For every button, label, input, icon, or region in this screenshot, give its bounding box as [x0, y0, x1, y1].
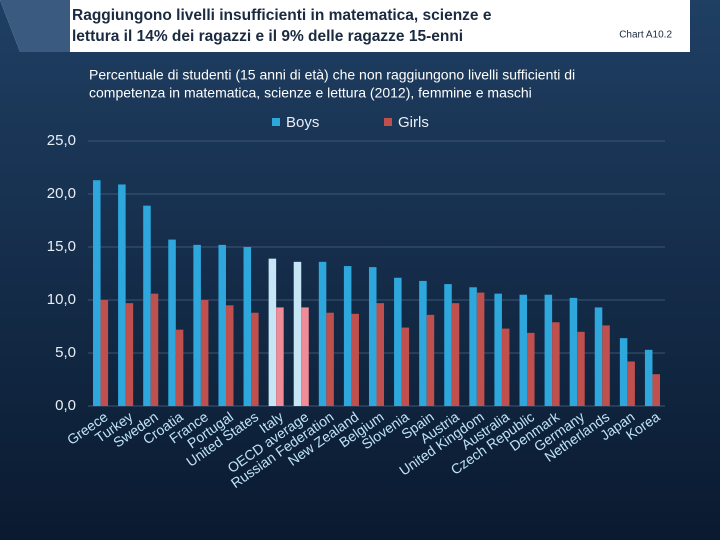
- y-tick-label: 20,0: [47, 185, 76, 202]
- bar: [175, 329, 184, 406]
- legend-label: Boys: [286, 114, 319, 131]
- title: lettura il 14% dei ragazzi e il 9% delle…: [72, 28, 463, 45]
- bar: [251, 312, 259, 406]
- bar: [494, 293, 502, 406]
- bar: [644, 349, 653, 406]
- bar: [602, 325, 610, 406]
- legend-label: Girls: [398, 114, 429, 131]
- y-tick-label: 5,0: [55, 344, 76, 361]
- bar: [100, 300, 109, 406]
- bar: [326, 312, 334, 406]
- bar: [519, 294, 528, 406]
- legend-swatch: [272, 118, 280, 126]
- bar: [168, 239, 176, 406]
- bar: [351, 313, 359, 406]
- bar: [569, 297, 578, 406]
- bar: [652, 374, 660, 406]
- bar: [276, 307, 284, 406]
- bar: [193, 244, 201, 406]
- bar: [476, 292, 485, 406]
- bar: [200, 300, 209, 406]
- legend-swatch: [384, 118, 392, 126]
- bar: [451, 303, 460, 406]
- y-tick-label: 25,0: [47, 132, 76, 149]
- bar: [594, 307, 603, 406]
- bar: [444, 284, 452, 406]
- y-tick-label: 15,0: [47, 238, 76, 255]
- bar: [376, 303, 385, 406]
- y-tick-label: 10,0: [47, 291, 76, 308]
- title-banner: [0, 0, 690, 52]
- subtitle: competenza in matematica, scienze e lett…: [89, 85, 532, 101]
- bar: [544, 294, 553, 406]
- bar: [268, 258, 277, 406]
- bar: [301, 307, 309, 406]
- bar: [501, 328, 510, 406]
- banner-accent: [0, 0, 70, 52]
- bar: [318, 261, 327, 406]
- chart-id: Chart A10.2: [619, 30, 672, 41]
- bar: [527, 332, 535, 406]
- bar: [293, 261, 302, 406]
- bar: [368, 267, 377, 406]
- subtitle: Percentuale di studenti (15 anni di età)…: [89, 67, 575, 83]
- bar: [343, 266, 352, 406]
- bar: [143, 205, 151, 406]
- bar: [469, 287, 477, 406]
- bar: [426, 314, 435, 406]
- bar: [627, 361, 635, 406]
- bar: [243, 247, 252, 406]
- bar: [619, 338, 628, 406]
- bar: [225, 305, 234, 406]
- bar: [401, 327, 410, 406]
- bar: [577, 331, 585, 406]
- bar: [218, 244, 226, 406]
- bar: [552, 322, 560, 406]
- bar: [394, 277, 402, 406]
- title: Raggiungono livelli insufficienti in mat…: [72, 7, 492, 24]
- y-tick-label: 0,0: [55, 397, 76, 414]
- bar: [419, 280, 427, 406]
- bar: [93, 180, 101, 406]
- bar: [150, 293, 159, 406]
- bar: [118, 184, 126, 406]
- bar: [125, 303, 134, 406]
